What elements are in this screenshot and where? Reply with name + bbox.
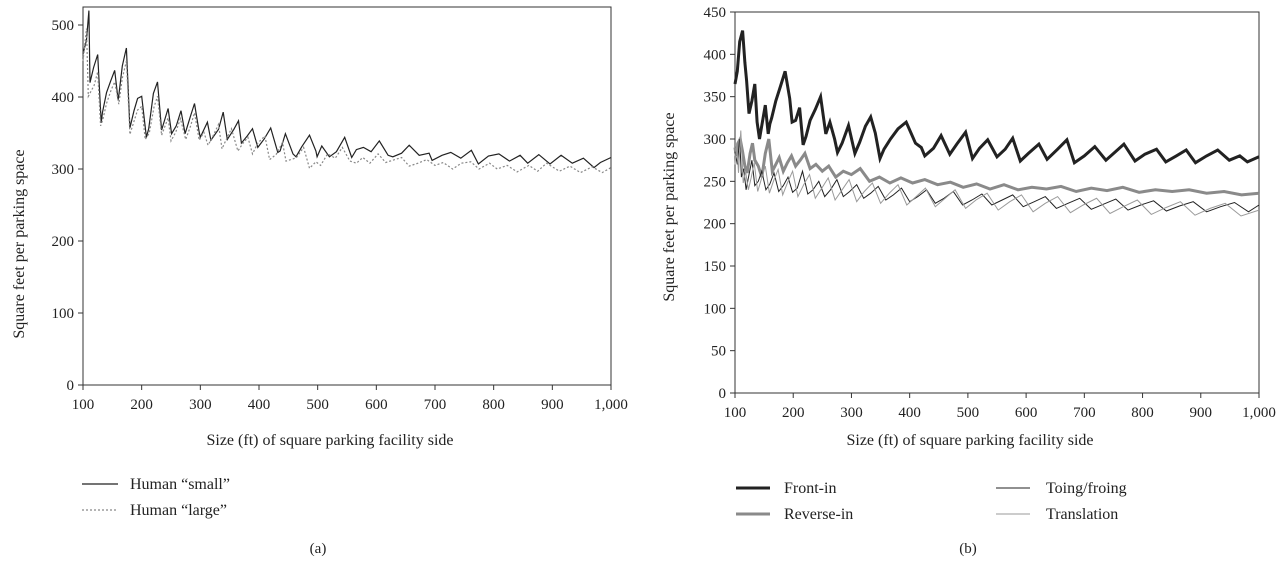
series-line-human-small — [82, 10, 612, 169]
y-tick-label: 100 — [704, 301, 727, 317]
legend-label-front-in: Front-in — [784, 480, 836, 497]
chart-panel-b: 0 50 100 150 200 250 300 350 400 450 100 200 300 400… — [661, 5, 1276, 557]
y-tick-label: 150 — [704, 259, 727, 275]
y-tick-label: 200 — [52, 234, 75, 250]
x-axis-label-b: Size (ft) of square parking facility sid… — [846, 432, 1093, 449]
series-group-a — [82, 10, 612, 174]
y-tick-label: 0 — [67, 378, 75, 394]
y-tick-label: 250 — [704, 174, 727, 190]
series-line-human-large — [82, 28, 612, 174]
x-tick-label: 500 — [957, 405, 980, 421]
legend-label-toing-froing: Toing/froing — [1046, 480, 1127, 497]
y-tick-label: 400 — [52, 90, 75, 106]
x-tick-label: 900 — [1190, 405, 1213, 421]
x-tick-label: 700 — [1073, 405, 1096, 421]
y-tick-label: 450 — [704, 5, 727, 21]
series-line-translation — [734, 130, 1260, 217]
legend-label-reverse-in: Reverse-in — [784, 506, 853, 523]
x-tick-label: 900 — [541, 397, 564, 413]
series-group-b — [733, 30, 1260, 217]
x-tick-label: 300 — [840, 405, 863, 421]
y-tick-label: 300 — [704, 132, 727, 148]
y-tick-label: 300 — [52, 162, 75, 178]
x-tick-label: 400 — [248, 397, 271, 413]
x-tick-label: 500 — [306, 397, 329, 413]
x-tick-label: 100 — [72, 397, 95, 413]
x-tick-label: 700 — [424, 397, 447, 413]
x-axis-label-a: Size (ft) of square parking facility sid… — [206, 432, 453, 449]
legend-b: Front-in Reverse-in Toing/froing Transla… — [736, 480, 1127, 523]
x-axis-ticks-b: 100 200 300 400 500 600 700 800 900 1,000 — [724, 393, 1276, 421]
y-tick-label: 500 — [52, 18, 75, 34]
chart-panel-a: 0 100 200 300 400 500 100 200 300 400 500 600 700 80… — [11, 6, 628, 557]
y-tick-label: 350 — [704, 90, 727, 106]
y-tick-label: 50 — [711, 344, 726, 360]
x-tick-label: 200 — [130, 397, 153, 413]
y-axis-ticks-a: 0 100 200 300 400 500 — [52, 18, 83, 394]
plot-frame-a — [82, 6, 612, 386]
y-tick-label: 400 — [704, 47, 727, 63]
y-tick-label: 200 — [704, 217, 727, 233]
x-tick-label: 100 — [724, 405, 747, 421]
legend-label-translation: Translation — [1046, 506, 1118, 523]
legend-label-human-large: Human “large” — [130, 502, 227, 519]
y-axis-ticks-b: 0 50 100 150 200 250 300 350 400 450 — [704, 5, 735, 402]
legend-a: Human “small” Human “large” — [82, 476, 230, 519]
panel-label-b: (b) — [959, 541, 977, 557]
y-axis-label-a: Square feet per parking space — [11, 149, 28, 338]
legend-label-human-small: Human “small” — [130, 476, 230, 493]
series-line-front-in — [733, 30, 1260, 166]
y-axis-label-b: Square feet per parking space — [661, 112, 678, 301]
x-tick-label: 200 — [782, 405, 805, 421]
y-tick-label: 0 — [719, 386, 727, 402]
plot-frame-b — [734, 11, 1260, 394]
x-tick-label: 600 — [1015, 405, 1038, 421]
x-tick-label: 400 — [898, 405, 921, 421]
x-tick-label: 1,000 — [594, 397, 628, 413]
x-tick-label: 300 — [189, 397, 212, 413]
x-tick-label: 800 — [1131, 405, 1154, 421]
series-line-toing-froing — [734, 138, 1260, 213]
x-tick-label: 800 — [482, 397, 505, 413]
x-tick-label: 600 — [365, 397, 388, 413]
x-axis-ticks-a: 100 200 300 400 500 600 700 800 900 1,000 — [72, 385, 628, 413]
y-tick-label: 100 — [52, 306, 75, 322]
series-line-reverse-in — [733, 134, 1260, 197]
x-tick-label: 1,000 — [1242, 405, 1276, 421]
panel-label-a: (a) — [310, 541, 327, 557]
